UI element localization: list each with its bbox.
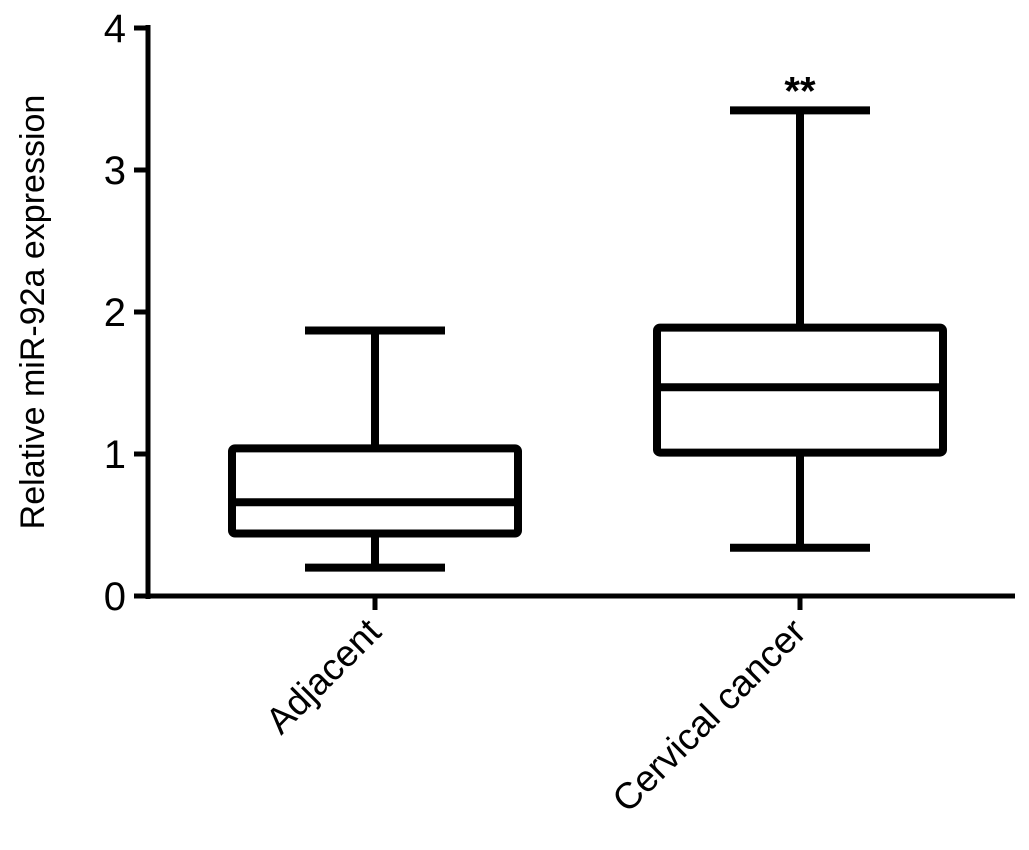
y-tick-label: 1 [104, 433, 126, 477]
box-adjacent [228, 326, 522, 572]
iqr-box [228, 444, 522, 538]
y-tick-label: 4 [104, 7, 126, 51]
y-axis-label: Relative miR-92a expression [14, 95, 52, 530]
y-tick-label: 2 [104, 291, 126, 335]
y-tick-label: 3 [104, 149, 126, 193]
box-cervical-cancer: ** [653, 69, 947, 552]
y-axis: 0 1 2 3 4 [104, 7, 151, 619]
significance-marker: ** [784, 69, 816, 113]
boxes: ** [228, 69, 947, 572]
x-axis: Adjacent Cervical cancer [134, 593, 1015, 820]
x-tick-label: Adjacent [258, 610, 389, 741]
y-tick-label: 0 [104, 575, 126, 619]
x-tick-label: Cervical cancer [604, 611, 813, 820]
